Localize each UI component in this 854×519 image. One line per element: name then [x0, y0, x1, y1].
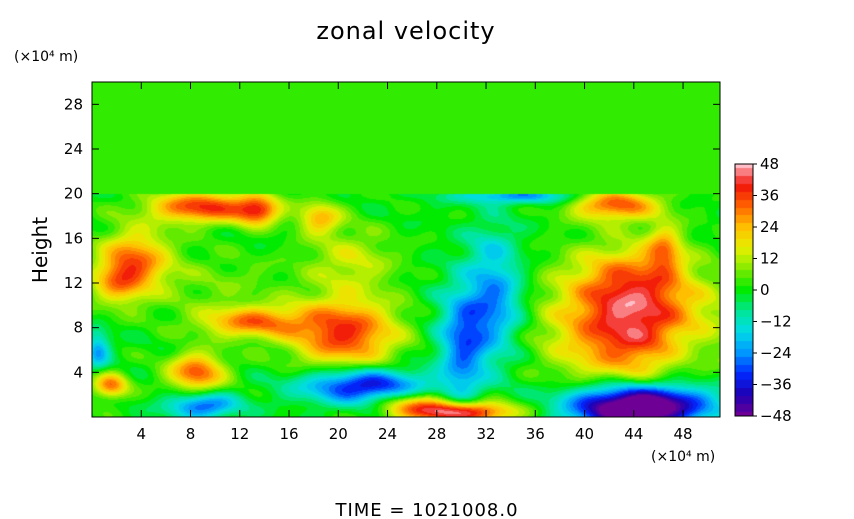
colorbar-tick-label: 0 [760, 281, 770, 299]
x-tick-label: 20 [329, 425, 348, 443]
x-tick-label: 36 [526, 425, 545, 443]
colorbar-tick-label: −12 [760, 313, 792, 331]
x-tick-label: 12 [230, 425, 249, 443]
y-axis-ticks: 28 24 20 16 12 8 4 [64, 95, 720, 381]
y-tick-label: 16 [64, 229, 83, 247]
x-tick-label: 24 [378, 425, 397, 443]
colorbar-area [735, 164, 753, 416]
y-tick-label: 20 [64, 185, 83, 203]
x-tick-label: 44 [624, 425, 643, 443]
x-tick-label: 48 [674, 425, 693, 443]
colorbar-ticks: 48 36 24 12 0 −12 −24 −36 −48 [753, 155, 792, 425]
colorbar-tick-label: −36 [760, 376, 792, 394]
colorbar-tick-label: 24 [760, 218, 779, 236]
x-tick-label: 4 [136, 425, 146, 443]
x-tick-label: 8 [186, 425, 196, 443]
colorbar-canvas [735, 164, 753, 416]
x-tick-label: 40 [575, 425, 594, 443]
colorbar-tick-label: −24 [760, 344, 792, 362]
y-tick-label: 12 [64, 274, 83, 292]
y-tick-label: 8 [73, 319, 83, 337]
y-axis-label: Height [28, 217, 52, 283]
colorbar-tick-label: −48 [760, 407, 792, 425]
time-label: TIME = 1021008.0 [334, 500, 518, 519]
colorbar-tick-label: 48 [760, 155, 779, 173]
x-tick-label: 32 [476, 425, 495, 443]
y-unit-label: (×10⁴ m) [14, 49, 78, 65]
colorbar-tick-label: 36 [760, 187, 779, 205]
x-tick-label: 28 [427, 425, 446, 443]
colorbar-tick-label: 12 [760, 250, 779, 268]
y-tick-label: 4 [73, 363, 83, 381]
x-axis-ticks: 4 8 12 16 20 24 28 32 36 40 44 48 [136, 82, 693, 443]
y-tick-label: 24 [64, 140, 83, 158]
x-unit-label: (×10⁴ m) [651, 449, 715, 465]
heatmap-area [92, 82, 720, 417]
plot-frame [91, 81, 721, 418]
x-tick-label: 16 [279, 425, 298, 443]
heatmap-canvas [92, 82, 720, 417]
y-tick-label: 28 [64, 95, 83, 113]
chart-title: zonal velocity [316, 17, 495, 45]
